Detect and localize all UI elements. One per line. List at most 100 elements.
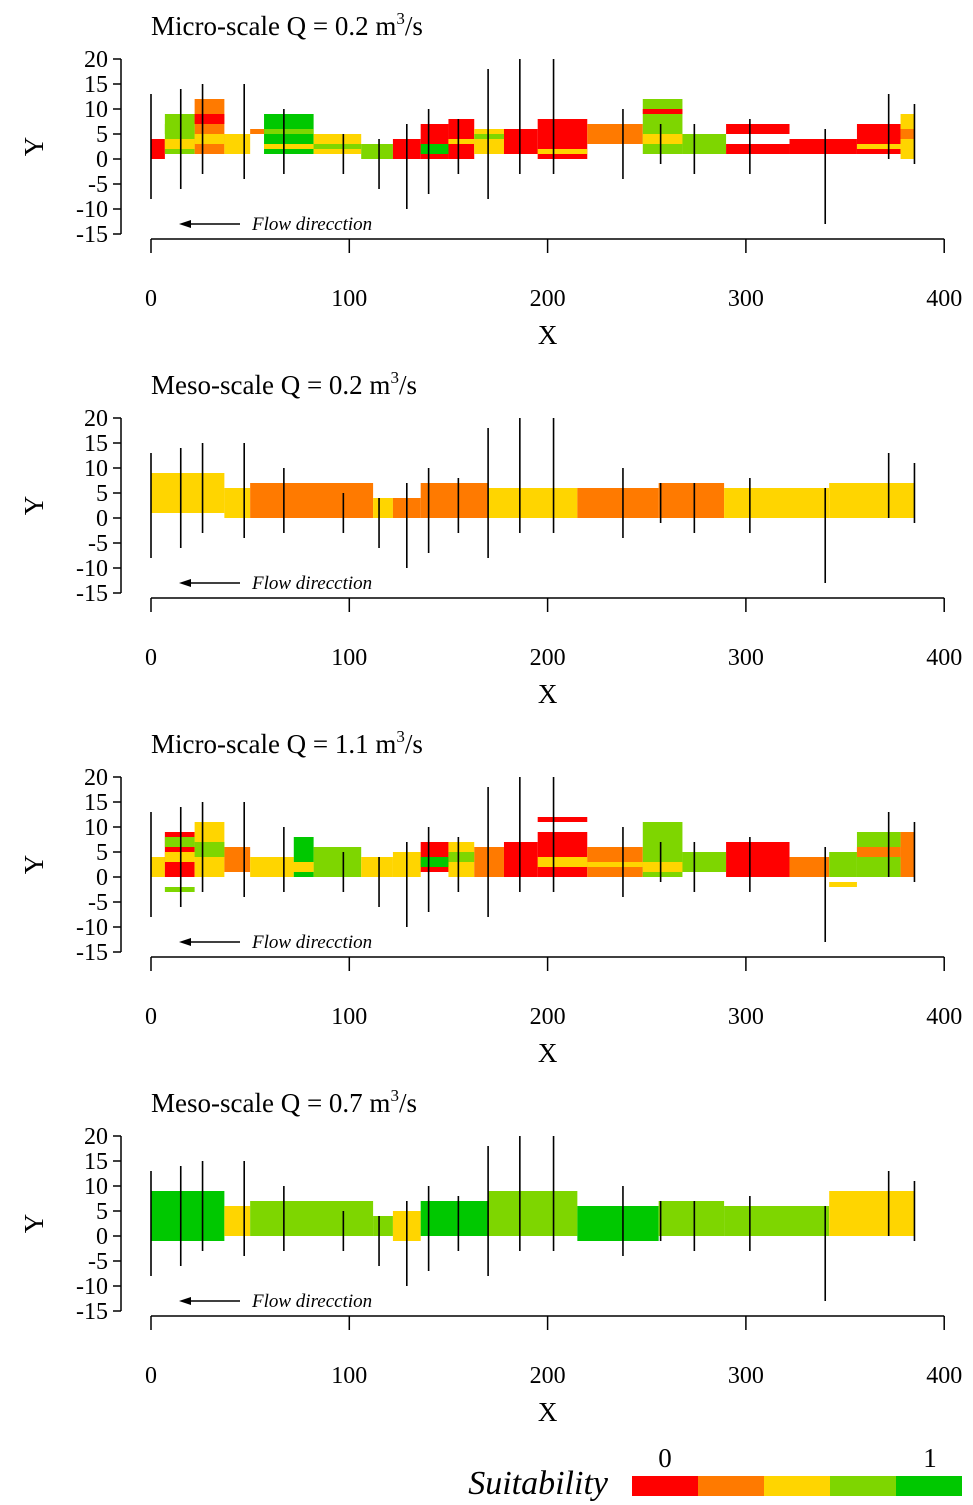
suitability-cell [224, 134, 251, 154]
suitability-cell [488, 488, 578, 518]
panel-2: Meso-scale Q = 0.2 m3/s20151050-5-10-15Y… [19, 368, 962, 709]
panel-title-sup: 3 [390, 368, 399, 387]
suitability-cell [224, 847, 251, 872]
flow-direction-label: Flow direcction [251, 214, 372, 235]
panel-title-sup: 3 [396, 9, 405, 28]
flow-arrow-head-icon [179, 1297, 191, 1305]
suitability-cell [682, 852, 727, 872]
panel-title-unit: /s [405, 729, 423, 759]
y-tick-label: -10 [76, 915, 108, 941]
suitability-cell [373, 498, 393, 518]
suitability-cell [224, 1206, 251, 1236]
y-tick-label: 5 [96, 840, 108, 866]
y-tick-label: 15 [84, 431, 108, 457]
y-tick-label: 20 [84, 1124, 108, 1150]
panel-title: Meso-scale Q = 0.7 m3/s [151, 1086, 417, 1118]
y-tick-label: 10 [84, 815, 108, 841]
suitability-cell [856, 124, 901, 154]
suitability-cell [151, 473, 225, 513]
y-tick-label: 15 [84, 72, 108, 98]
x-tick-label: 300 [728, 1363, 764, 1389]
suitability-cell [642, 109, 683, 114]
suitability-cell [313, 847, 362, 877]
y-tick-label: 20 [84, 765, 108, 791]
x-tick-label: 300 [728, 1004, 764, 1030]
y-axis-title: Y [19, 855, 49, 875]
suitability-cell [373, 1216, 393, 1236]
suitability-cell [503, 842, 538, 877]
suitability-cell [448, 852, 475, 862]
suitability-cell [587, 124, 643, 144]
y-tick-label: 20 [84, 406, 108, 432]
suitability-cell [361, 857, 393, 877]
y-tick-label: 0 [96, 865, 108, 891]
y-tick-label: 10 [84, 456, 108, 482]
suitability-cell [537, 857, 588, 867]
flow-arrow-head-icon [179, 579, 191, 587]
panel-1: Micro-scale Q = 0.2 m3/s20151050-5-10-15… [19, 9, 962, 350]
suitability-cell [789, 857, 830, 877]
suitability-cell [164, 139, 195, 149]
suitability-cell [726, 144, 790, 154]
y-tick-label: -5 [88, 172, 108, 198]
y-tick-label: -10 [76, 556, 108, 582]
y-axis-title: Y [19, 1214, 49, 1234]
panel-title-main: Micro-scale Q = 0.2 m [151, 11, 396, 41]
y-tick-label: 15 [84, 1149, 108, 1175]
panel-title: Meso-scale Q = 0.2 m3/s [151, 368, 417, 400]
suitability-cell [658, 1201, 725, 1236]
legend-swatch [830, 1476, 896, 1496]
suitability-cell [642, 99, 683, 154]
x-tick-label: 200 [530, 286, 566, 312]
y-tick-label: -5 [88, 890, 108, 916]
x-tick-label: 400 [926, 645, 962, 671]
y-tick-label: -10 [76, 1274, 108, 1300]
suitability-cell [194, 134, 225, 144]
suitability-cell [420, 1201, 489, 1236]
y-tick-label: 0 [96, 506, 108, 532]
suitability-cell [537, 817, 588, 822]
legend-min-label: 0 [658, 1443, 672, 1473]
suitability-cell [900, 129, 915, 139]
y-tick-label: 5 [96, 122, 108, 148]
suitability-cell [151, 139, 165, 159]
suitability-cell [420, 144, 449, 154]
y-tick-label: 0 [96, 1224, 108, 1250]
suitability-cell [724, 488, 830, 518]
suitability-cell [682, 134, 727, 154]
y-tick-label: 20 [84, 47, 108, 73]
suitability-cell [577, 1206, 659, 1241]
suitability-cell [151, 857, 165, 877]
y-tick-label: -5 [88, 1249, 108, 1275]
suitability-cell [642, 862, 683, 872]
suitability-cell [164, 887, 195, 892]
panel-title-unit: /s [405, 11, 423, 41]
y-tick-label: 10 [84, 1174, 108, 1200]
legend-max-label: 1 [923, 1443, 937, 1473]
panel-title: Micro-scale Q = 1.1 m3/s [151, 727, 423, 759]
x-tick-label: 200 [530, 1363, 566, 1389]
legend-swatch [764, 1476, 830, 1496]
y-tick-label: 15 [84, 790, 108, 816]
x-tick-label: 300 [728, 645, 764, 671]
flow-arrow-head-icon [179, 220, 191, 228]
flow-direction-label: Flow direcction [251, 932, 372, 953]
x-tick-label: 0 [145, 1004, 157, 1030]
y-axis-title: Y [19, 496, 49, 516]
x-tick-label: 300 [728, 286, 764, 312]
suitability-cell [642, 134, 683, 144]
panel-title-sup: 3 [390, 1086, 399, 1105]
panel-title-main: Meso-scale Q = 0.7 m [151, 1088, 390, 1118]
legend-swatch [698, 1476, 764, 1496]
suitability-cell [194, 114, 225, 124]
panel-title-unit: /s [399, 370, 417, 400]
x-tick-label: 100 [331, 1363, 367, 1389]
suitability-cell [488, 1191, 578, 1236]
y-axis-title: Y [19, 137, 49, 157]
suitability-cell [724, 1206, 830, 1236]
y-tick-label: -15 [76, 1299, 108, 1325]
suitability-cell [264, 144, 314, 149]
suitability-cell [164, 124, 195, 134]
suitability-cell [726, 124, 790, 134]
x-axis-title: X [538, 1038, 558, 1068]
